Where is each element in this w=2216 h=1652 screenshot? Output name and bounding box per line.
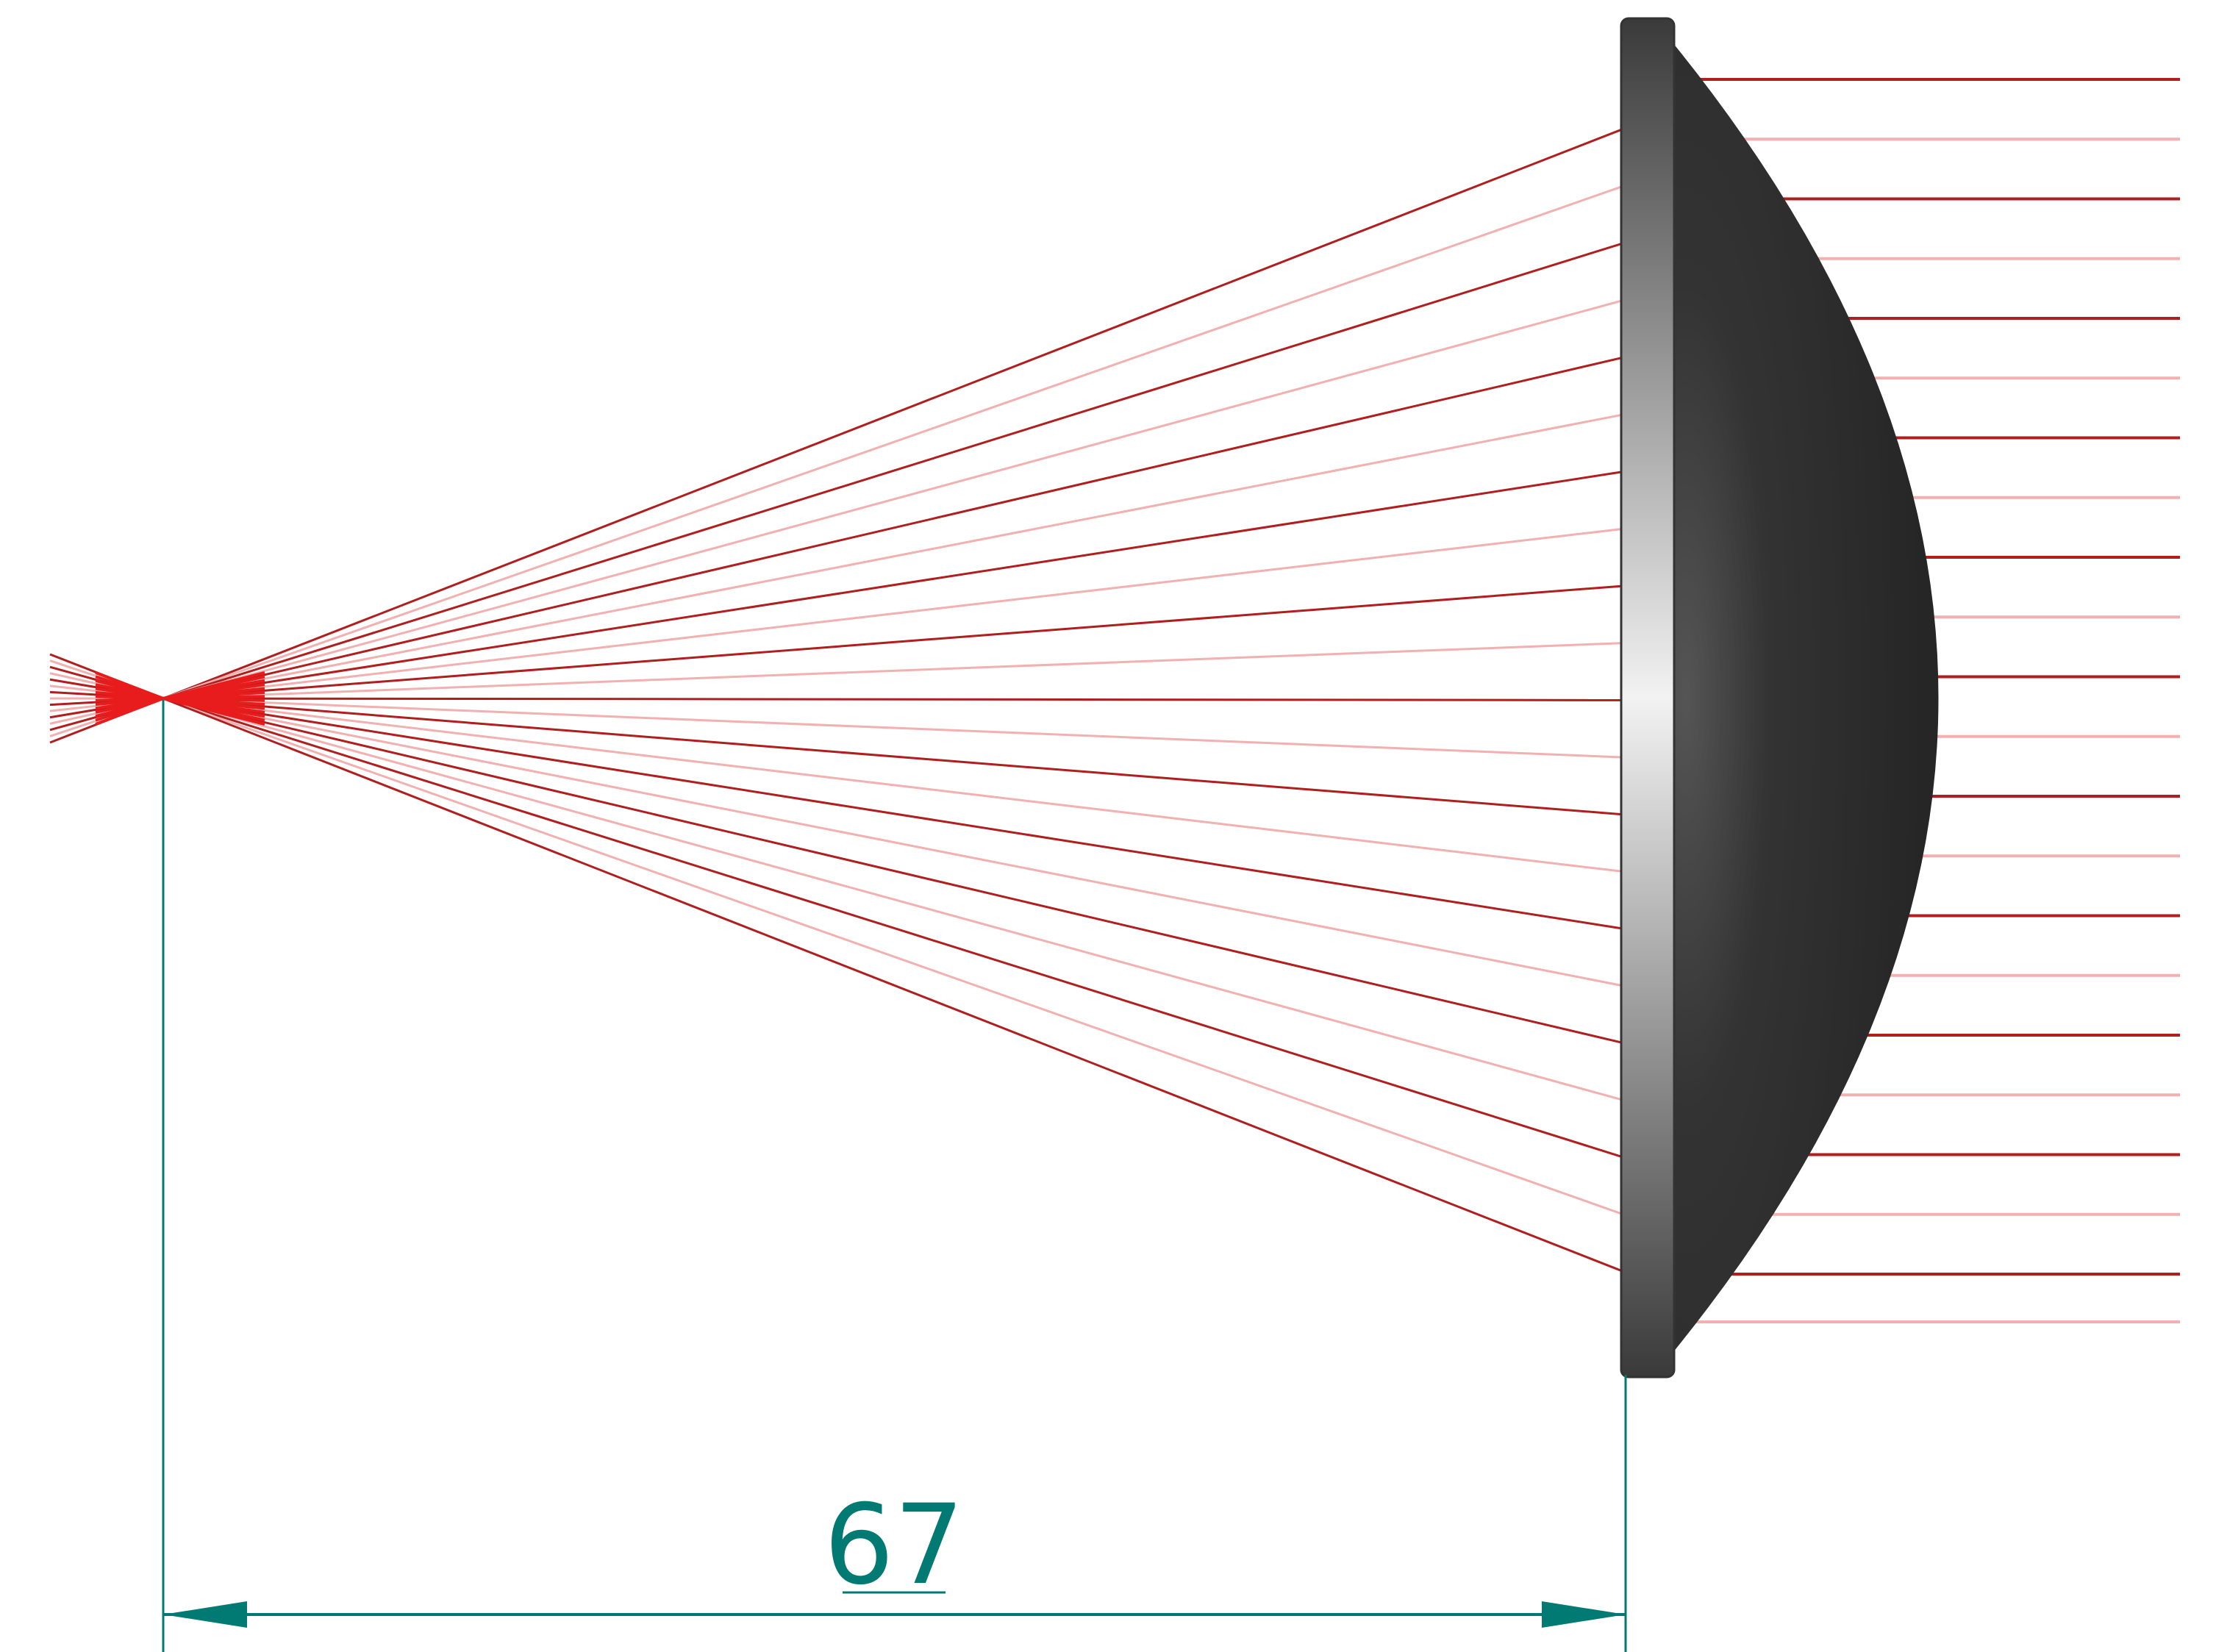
diverging-ray	[162, 697, 1622, 816]
arrowhead-left	[163, 1601, 247, 1628]
focal-point	[95, 671, 265, 726]
plano-convex-lens	[1620, 17, 1939, 1379]
diverging-ray	[162, 697, 1622, 1101]
diverging-ray	[162, 697, 1622, 930]
lens-convex-body	[1673, 43, 1939, 1353]
diverging-rays	[162, 129, 1622, 1272]
focus-ray	[95, 697, 164, 726]
focus-ray	[162, 697, 265, 726]
diverging-ray	[162, 697, 1622, 1215]
diverging-ray	[162, 357, 1622, 700]
diverging-ray	[162, 697, 1622, 701]
lens-flange-edge	[1620, 17, 1676, 1379]
diverging-ray	[162, 471, 1622, 700]
diverging-ray	[162, 413, 1622, 700]
diverging-ray	[162, 584, 1622, 700]
diverging-ray	[162, 528, 1622, 700]
dimension-line: 67	[162, 700, 1627, 1652]
diverging-ray	[162, 697, 1622, 759]
diverging-ray	[162, 697, 1622, 1158]
diverging-ray	[162, 697, 1622, 1044]
diverging-ray	[162, 697, 1622, 1272]
arrowhead-right	[1542, 1601, 1626, 1628]
diverging-ray	[162, 642, 1622, 700]
diverging-ray	[162, 697, 1622, 873]
diverging-ray	[162, 697, 1622, 987]
diverging-ray	[162, 129, 1622, 700]
diverging-ray	[162, 185, 1622, 700]
diverging-ray	[162, 299, 1622, 700]
dimension-value: 67	[824, 1481, 965, 1609]
lens-flange	[1621, 18, 1674, 1377]
diverging-ray	[162, 243, 1622, 700]
